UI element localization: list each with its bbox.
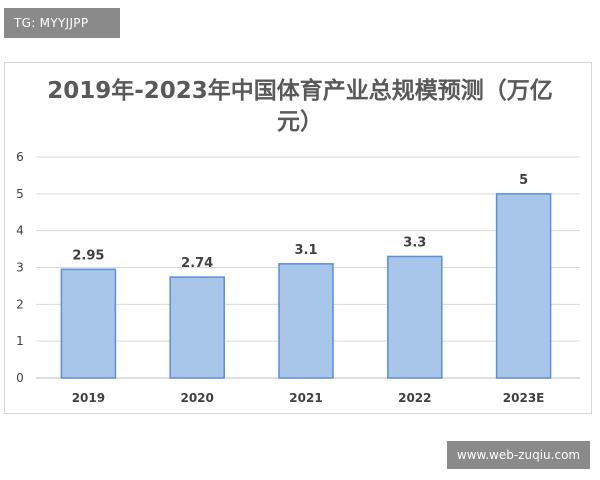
bar [387, 255, 443, 379]
bar [278, 263, 334, 379]
y-tick-label: 3 [16, 261, 24, 275]
x-tick-label: 2020 [180, 391, 213, 405]
data-label: 3.3 [403, 235, 426, 250]
watermark-tag-bottom: www.web-zuqiu.com [447, 441, 590, 469]
data-label: 5 [519, 173, 528, 188]
x-tick-label: 2023E [503, 391, 545, 405]
data-label: 2.95 [72, 248, 104, 263]
bar [60, 268, 117, 379]
y-tick-label: 2 [16, 297, 24, 311]
bar [169, 276, 225, 379]
y-tick-label: 4 [16, 224, 24, 238]
y-tick-label: 1 [16, 334, 24, 348]
y-tick-label: 5 [16, 187, 24, 201]
y-tick-label: 0 [16, 371, 24, 385]
x-tick-label: 2019 [72, 391, 105, 405]
y-tick-label: 6 [16, 150, 24, 164]
chart-title: 2019年-2023年中国体育产业总规模预测（万亿元） [47, 78, 553, 135]
watermark-tag-top: TG: MYYJJPP [4, 8, 120, 38]
bar [495, 193, 552, 379]
x-tick-label: 2022 [398, 391, 431, 405]
data-label: 2.74 [181, 256, 213, 271]
data-label: 3.1 [294, 243, 317, 258]
x-tick-label: 2021 [289, 391, 322, 405]
